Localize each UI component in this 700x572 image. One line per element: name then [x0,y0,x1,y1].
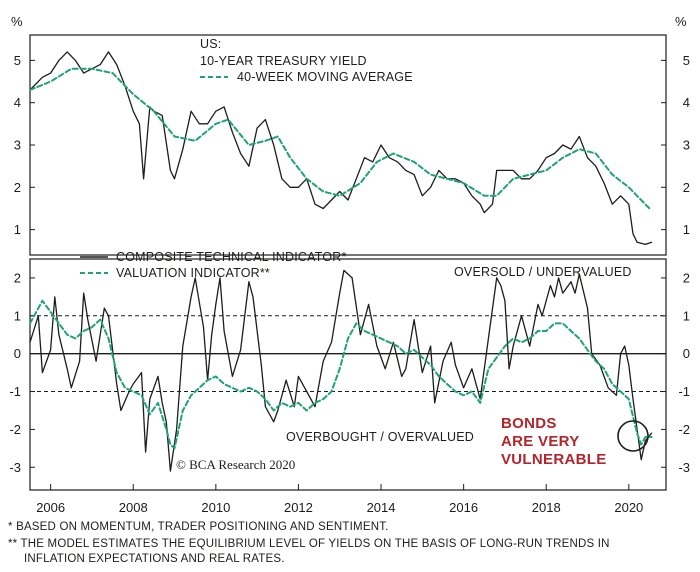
top-y-tick-label-right: 2 [683,180,690,195]
bottom-series-dashed-line [29,299,653,450]
bottom-y-tick-label-right: 1 [683,308,690,323]
footnote-3: INFLATION EXPECTATIONS AND REAL RATES. [24,553,285,565]
top-legend-ma-label: 40-WEEK MOVING AVERAGE [237,70,413,84]
top-y-tick-label-left: 4 [14,95,21,110]
top-legend-title: US: [200,37,221,51]
top-panel-frame [29,34,667,256]
oversold-label: OVERSOLD / UNDERVALUED [454,265,632,279]
top-y-tick-label-left: 3 [14,138,21,153]
callout-line-3: VULNERABLE [501,451,607,468]
x-axis: 2006 2008 2010 2012 2014 2016 2018 2020 [36,484,643,515]
bottom-legend-valuation-label: VALUATION INDICATOR** [116,266,270,280]
bottom-panel-series [29,269,653,472]
bottom-y-tick-label-left: 2 [14,270,21,285]
top-unit-left: % [11,14,23,29]
top-panel-series [29,51,653,246]
x-tick-label: 2018 [532,500,561,515]
top-y-tick-label-right: 3 [683,138,690,153]
top-y-tick-label-left: 1 [14,222,21,237]
footnote-2: ** THE MODEL ESTIMATES THE EQUILIBRIUM L… [8,538,610,550]
x-tick-label: 2010 [201,500,230,515]
bottom-y-tick-label-right: -1 [678,384,690,399]
bottom-y-tick-label-left: 0 [14,346,21,361]
bottom-y-tick-label-right: 0 [683,346,690,361]
top-y-tick-label-right: 5 [683,53,690,68]
x-tick-label: 2016 [449,500,478,515]
x-tick-label: 2020 [614,500,643,515]
callout-circle [617,420,649,452]
bottom-y-axis: -3 -3 -2 -2 -1 -1 0 0 1 1 2 2 [9,270,690,474]
bottom-series-solid-line [29,269,653,472]
bottom-y-tick-label-right: -2 [678,422,690,437]
top-legend: US: 10-YEAR TREASURY YIELD 40-WEEK MOVIN… [200,37,413,84]
bottom-y-tick-label-right: 2 [683,270,690,285]
callout-line-2: ARE VERY [501,433,580,450]
top-series-dashed-line [29,67,651,210]
top-y-tick-label-right: 1 [683,222,690,237]
footnote-1: * BASED ON MOMENTUM, TRADER POSITIONING … [8,521,389,533]
bottom-y-tick-label-left: 1 [14,308,21,323]
top-y-tick-label-left: 2 [14,180,21,195]
top-y-tick-label-right: 4 [683,95,690,110]
top-unit-right: % [675,14,687,29]
x-tick-label: 2014 [367,500,396,515]
x-tick-label: 2008 [119,500,148,515]
reference-lines [30,315,666,393]
top-legend-yield-label: 10-YEAR TREASURY YIELD [200,54,367,68]
bottom-legend-composite-label: COMPOSITE TECHNICAL INDICATOR* [116,250,347,264]
overbought-label: OVERBOUGHT / OVERVALUED [286,430,474,444]
x-tick-label: 2006 [36,500,65,515]
callout: BONDS ARE VERY VULNERABLE [501,415,649,468]
bottom-panel-frame [29,258,667,491]
callout-line-1: BONDS [501,415,557,432]
credit-label: © BCA Research 2020 [176,457,295,472]
bottom-y-tick-label-left: -2 [9,422,21,437]
bottom-y-tick-label-right: -3 [678,460,690,475]
top-series-solid-line [29,51,653,246]
x-tick-label: 2012 [284,500,313,515]
bottom-y-tick-label-left: -3 [9,460,21,475]
bottom-y-tick-label-left: -1 [9,384,21,399]
bottom-legend: COMPOSITE TECHNICAL INDICATOR* VALUATION… [80,250,347,280]
top-y-tick-label-left: 5 [14,53,21,68]
footnotes: * BASED ON MOMENTUM, TRADER POSITIONING … [8,521,610,565]
top-y-axis: 1 1 2 2 3 3 4 4 5 5 [14,53,690,237]
